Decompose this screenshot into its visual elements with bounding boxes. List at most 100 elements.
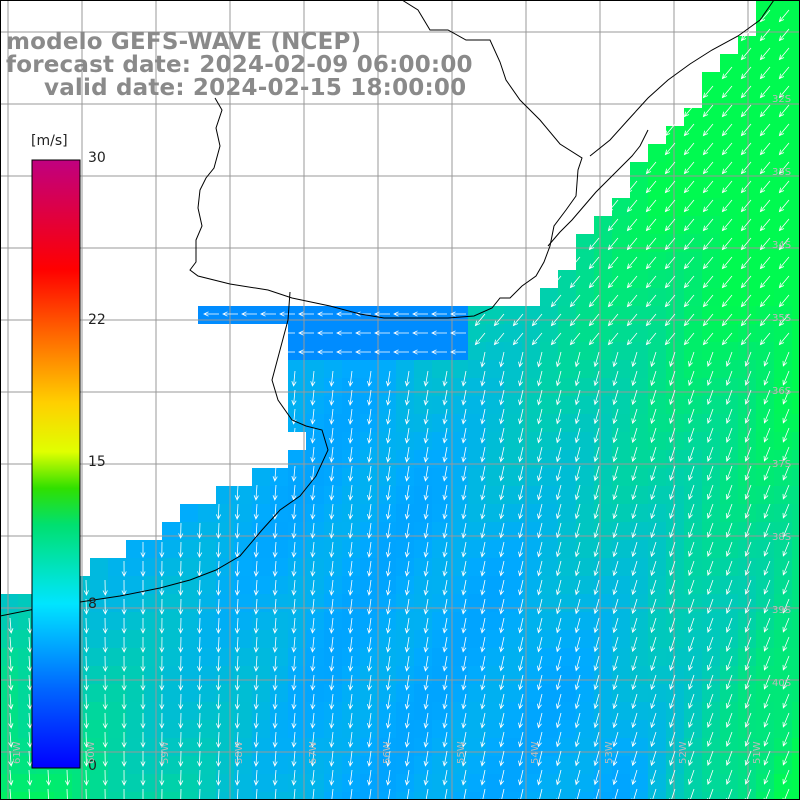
wind-arrow — [740, 218, 752, 232]
wind-arrow — [669, 712, 676, 729]
wind-cell — [450, 540, 468, 558]
wind-cell — [522, 666, 540, 684]
wind-arrow — [102, 579, 108, 596]
wind-arrow — [423, 427, 429, 444]
wind-cell — [540, 288, 558, 306]
wind-cell — [504, 360, 522, 378]
wind-arrow — [740, 294, 752, 308]
wind-cell — [720, 414, 738, 432]
wind-cell — [396, 630, 414, 648]
wind-arrow — [310, 598, 316, 615]
wind-cell — [792, 774, 800, 792]
wind-cell — [504, 432, 522, 450]
wind-cell — [558, 648, 576, 666]
wind-arrow — [555, 636, 562, 653]
wind-cell — [792, 324, 800, 342]
wind-cell — [270, 576, 288, 594]
wind-arrow — [612, 465, 619, 482]
wind-arrow — [291, 370, 297, 387]
wind-arrow — [588, 294, 600, 308]
wind-arrow — [404, 750, 410, 767]
wind-arrow — [740, 85, 752, 99]
wind-arrow — [664, 199, 676, 213]
wind-arrow — [412, 311, 428, 317]
wind-arrow — [404, 693, 410, 710]
wind-arrow — [555, 408, 562, 425]
wind-cell — [702, 342, 720, 360]
wind-arrow — [423, 465, 429, 482]
wind-cell — [432, 360, 450, 378]
wind-cell — [486, 792, 504, 800]
wind-cell — [360, 360, 378, 378]
wind-arrow — [140, 694, 146, 710]
wind-cell — [90, 648, 108, 666]
wind-arrow — [721, 332, 733, 346]
wind-arrow — [782, 522, 790, 538]
wind-arrow — [234, 484, 240, 501]
wind-arrow — [555, 446, 562, 463]
wind-arrow — [480, 408, 486, 425]
wind-arrow — [782, 408, 790, 424]
wind-cell — [792, 198, 800, 216]
wind-arrow — [102, 731, 108, 748]
wind-cell — [486, 360, 504, 378]
wind-arrow — [499, 484, 505, 501]
wind-arrow — [140, 751, 146, 767]
wind-cell — [738, 108, 756, 126]
wind-arrow — [385, 427, 391, 444]
wind-arrow — [385, 769, 391, 786]
wind-arrow — [499, 636, 505, 653]
wind-arrow — [537, 693, 543, 710]
wind-arrow — [253, 712, 259, 729]
wind-arrow — [253, 674, 259, 691]
wind-arrow — [329, 427, 335, 444]
wind-arrow — [27, 617, 33, 634]
wind-cell — [108, 756, 126, 774]
wind-cell — [288, 756, 306, 774]
wind-cell — [540, 702, 558, 720]
wind-cell — [648, 486, 666, 504]
wind-arrow — [404, 560, 410, 577]
wind-cell — [180, 612, 198, 630]
wind-arrow — [683, 199, 695, 213]
wind-arrow — [759, 237, 771, 251]
wind-arrow — [626, 332, 638, 346]
wind-arrow — [702, 199, 714, 213]
wind-cell — [558, 360, 576, 378]
wind-cell — [486, 324, 504, 342]
wind-cell — [576, 234, 594, 252]
wind-cell — [72, 774, 90, 792]
wind-cell — [180, 792, 198, 800]
wind-arrow — [518, 560, 524, 577]
wind-arrow — [260, 311, 276, 317]
wind-arrow — [178, 560, 184, 577]
wind-arrow — [537, 750, 543, 767]
wind-arrow — [669, 389, 676, 406]
wind-cell — [486, 414, 504, 432]
wind-arrow — [688, 617, 695, 634]
wind-cell — [126, 738, 144, 756]
wind-arrow — [707, 731, 714, 747]
wind-arrow — [664, 332, 676, 346]
wind-arrow — [778, 180, 790, 194]
wind-cell — [666, 198, 684, 216]
wind-cell — [684, 504, 702, 522]
wind-arrow — [550, 332, 562, 346]
wind-cell — [0, 702, 18, 720]
wind-cell — [306, 666, 324, 684]
wind-arrow — [385, 636, 391, 653]
wind-arrow — [310, 617, 316, 634]
wind-cell — [540, 486, 558, 504]
wind-cell — [486, 630, 504, 648]
wind-arrow — [782, 636, 790, 652]
wind-arrow — [83, 579, 89, 596]
wind-cell — [774, 360, 792, 378]
wind-cell — [234, 630, 252, 648]
wind-arrow — [385, 598, 391, 615]
wind-arrow — [593, 731, 600, 748]
wind-cell — [378, 306, 396, 324]
wind-arrow — [461, 503, 467, 520]
wind-cell — [504, 558, 522, 576]
wind-arrow — [442, 427, 448, 444]
wind-cell — [756, 180, 774, 198]
